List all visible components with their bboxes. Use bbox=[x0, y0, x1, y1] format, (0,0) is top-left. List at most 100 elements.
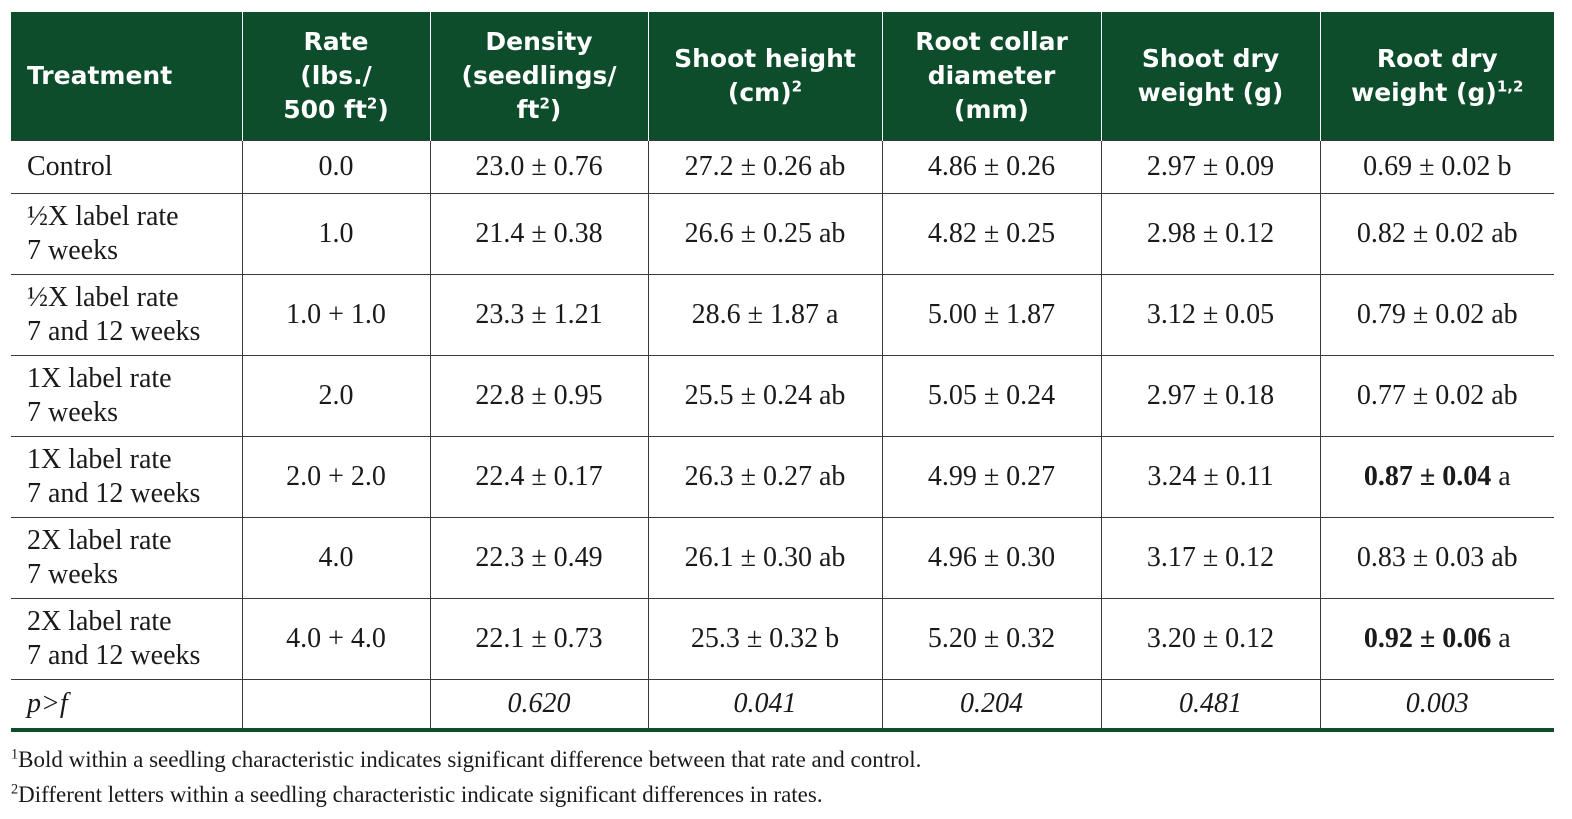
table-row: ½X label rate 7 and 12 weeks 1.0 + 1.0 23.3… bbox=[11, 274, 1554, 356]
column-header-6-last-line: weight (g)1,2 bbox=[1329, 76, 1547, 110]
column-header-0: Treatment bbox=[11, 12, 242, 141]
results-table-wrapper: Treatment Rate (lbs./500 ft2) Density (seedl… bbox=[11, 12, 1554, 732]
rate-cell: 0.0 bbox=[241, 140, 431, 194]
root-collar-cell: 4.96 ± 0.30 bbox=[881, 517, 1102, 599]
column-header-1-last-line: 500 ft2) bbox=[251, 93, 422, 127]
root-dry-value: 0.83 ± 0.03 bbox=[1356, 542, 1485, 573]
treatment-line: 7 weeks bbox=[27, 235, 118, 266]
treatment-line: 2X label rate bbox=[27, 606, 172, 637]
density-cell: 23.0 ± 0.76 bbox=[429, 140, 649, 194]
column-header-4-line-0: Root collar bbox=[915, 27, 1068, 56]
pf-label-cell: p>f bbox=[11, 679, 243, 732]
treatment-line: ½X label rate bbox=[27, 282, 179, 313]
footnote-2-text: Different letters within a seedling char… bbox=[18, 782, 823, 807]
column-header-6-sup: 1,2 bbox=[1496, 77, 1524, 96]
column-header-4: Root collar diameter (mm) bbox=[881, 12, 1101, 141]
shoot-dry-cell: 3.20 ± 0.12 bbox=[1100, 598, 1321, 680]
footnote-2: 2Different letters within a seedling cha… bbox=[11, 777, 921, 812]
root-dry-letter: b bbox=[1490, 151, 1512, 182]
pf-density-cell: 0.620 bbox=[429, 679, 649, 732]
column-header-4-line-2: (mm) bbox=[954, 95, 1029, 124]
root-dry-value: 0.69 ± 0.02 bbox=[1363, 151, 1491, 182]
column-header-2: Density (seedlings/ft2) bbox=[429, 12, 648, 141]
table-header: Treatment Rate (lbs./500 ft2) Density (seedl… bbox=[11, 12, 1554, 141]
column-header-6: Root dry weight (g)1,2 bbox=[1319, 12, 1554, 141]
treatment-cell: 2X label rate 7 weeks bbox=[11, 517, 243, 599]
rate-cell: 4.0 + 4.0 bbox=[241, 598, 431, 680]
rate-cell: 1.0 + 1.0 bbox=[241, 274, 431, 356]
footnotes: 1Bold within a seedling characteristic i… bbox=[11, 742, 921, 812]
column-header-3-sup: 2 bbox=[791, 77, 803, 96]
root-dry-cell: 0.83 ± 0.03 ab bbox=[1319, 517, 1554, 599]
root-dry-cell: 0.92 ± 0.06 a bbox=[1319, 598, 1554, 680]
column-header-1-close: ) bbox=[377, 95, 389, 124]
root-collar-cell: 4.86 ± 0.26 bbox=[881, 140, 1102, 194]
root-dry-value: 0.92 ± 0.06 bbox=[1363, 623, 1492, 654]
results-table: Treatment Rate (lbs./500 ft2) Density (seedl… bbox=[11, 12, 1554, 732]
treatment-line: 7 and 12 weeks bbox=[27, 316, 201, 347]
table-row: Control 0.0 23.0 ± 0.76 27.2 ± 0.26 ab 4.86 … bbox=[11, 140, 1554, 194]
shoot-height-cell: 28.6 ± 1.87 a bbox=[647, 274, 883, 356]
treatment-line: Control bbox=[27, 151, 113, 182]
column-header-2-close: ) bbox=[549, 95, 562, 124]
table-row: 2X label rate 7 weeks 4.0 22.3 ± 0.49 26.1 ±… bbox=[11, 517, 1554, 599]
column-header-4-line-1: diameter bbox=[927, 61, 1056, 90]
treatment-line: 7 weeks bbox=[27, 559, 118, 590]
treatment-line: 7 and 12 weeks bbox=[27, 640, 201, 671]
column-header-5: Shoot dry weight (g) bbox=[1100, 12, 1320, 141]
root-collar-cell: 5.05 ± 0.24 bbox=[881, 355, 1102, 437]
shoot-dry-cell: 2.97 ± 0.09 bbox=[1100, 140, 1321, 194]
footnote-2-mark: 2 bbox=[11, 781, 19, 798]
rate-cell: 2.0 + 2.0 bbox=[241, 436, 431, 518]
column-header-5-line-0: Shoot dry bbox=[1141, 44, 1280, 73]
treatment-line: ½X label rate bbox=[27, 201, 179, 232]
root-dry-cell: 0.79 ± 0.02 ab bbox=[1319, 274, 1554, 356]
column-header-1-line-2: 500 ft bbox=[283, 95, 367, 124]
shoot-height-cell: 25.3 ± 0.32 b bbox=[647, 598, 883, 680]
root-dry-letter: ab bbox=[1484, 299, 1518, 330]
header-row: Treatment Rate (lbs./500 ft2) Density (seedl… bbox=[11, 12, 1554, 141]
treatment-cell: 1X label rate 7 and 12 weeks bbox=[11, 436, 243, 518]
rate-cell: 2.0 bbox=[241, 355, 431, 437]
root-dry-letter: a bbox=[1491, 461, 1511, 492]
density-cell: 23.3 ± 1.21 bbox=[429, 274, 649, 356]
table-row: 2X label rate 7 and 12 weeks 4.0 + 4.0 22.1… bbox=[11, 598, 1554, 680]
shoot-height-cell: 26.3 ± 0.27 ab bbox=[647, 436, 883, 518]
column-header-3-line-0: Shoot height bbox=[674, 44, 856, 73]
density-cell: 22.8 ± 0.95 bbox=[429, 355, 649, 437]
pf-root-collar-cell: 0.204 bbox=[881, 679, 1102, 732]
treatment-line: 7 weeks bbox=[27, 397, 118, 428]
column-header-3-line-1: (cm) bbox=[727, 78, 792, 107]
treatment-line: 1X label rate bbox=[27, 363, 172, 394]
pf-row: p>f 0.620 0.041 0.204 0.481 0.003 bbox=[11, 679, 1554, 732]
density-cell: 21.4 ± 0.38 bbox=[429, 193, 649, 275]
density-cell: 22.4 ± 0.17 bbox=[429, 436, 649, 518]
root-dry-cell: 0.87 ± 0.04 a bbox=[1319, 436, 1554, 518]
root-dry-value: 0.77 ± 0.02 bbox=[1356, 380, 1485, 411]
column-header-3-last-line: (cm)2 bbox=[657, 76, 874, 110]
root-dry-value: 0.87 ± 0.04 bbox=[1363, 461, 1492, 492]
table-row: 1X label rate 7 and 12 weeks 2.0 + 2.0 22.4… bbox=[11, 436, 1554, 518]
shoot-dry-cell: 3.24 ± 0.11 bbox=[1100, 436, 1321, 518]
pf-root-dry-cell: 0.003 bbox=[1319, 679, 1554, 732]
treatment-line: 2X label rate bbox=[27, 525, 172, 556]
treatment-cell: ½X label rate 7 weeks bbox=[11, 193, 243, 275]
column-header-6-line-1: weight (g) bbox=[1351, 78, 1497, 107]
shoot-height-cell: 26.6 ± 0.25 ab bbox=[647, 193, 883, 275]
pf-shoot-height-cell: 0.041 bbox=[647, 679, 883, 732]
root-dry-letter: ab bbox=[1484, 380, 1518, 411]
treatment-cell: Control bbox=[11, 140, 243, 194]
column-header-6-line-0: Root dry bbox=[1376, 44, 1498, 73]
shoot-dry-cell: 3.12 ± 0.05 bbox=[1100, 274, 1321, 356]
root-dry-cell: 0.69 ± 0.02 b bbox=[1319, 140, 1554, 194]
column-header-2-line-1: (seedlings/ bbox=[461, 61, 617, 90]
pf-rate-cell bbox=[241, 679, 431, 732]
root-dry-letter: ab bbox=[1484, 542, 1518, 573]
column-header-2-last-line: ft2) bbox=[439, 93, 640, 127]
shoot-dry-cell: 3.17 ± 0.12 bbox=[1100, 517, 1321, 599]
column-header-2-line-0: Density bbox=[485, 27, 593, 56]
shoot-dry-cell: 2.98 ± 0.12 bbox=[1100, 193, 1321, 275]
column-header-5-line-1: weight (g) bbox=[1137, 78, 1284, 107]
table-body: Control 0.0 23.0 ± 0.76 27.2 ± 0.26 ab 4.86 … bbox=[11, 140, 1554, 732]
root-dry-value: 0.79 ± 0.02 bbox=[1356, 299, 1485, 330]
